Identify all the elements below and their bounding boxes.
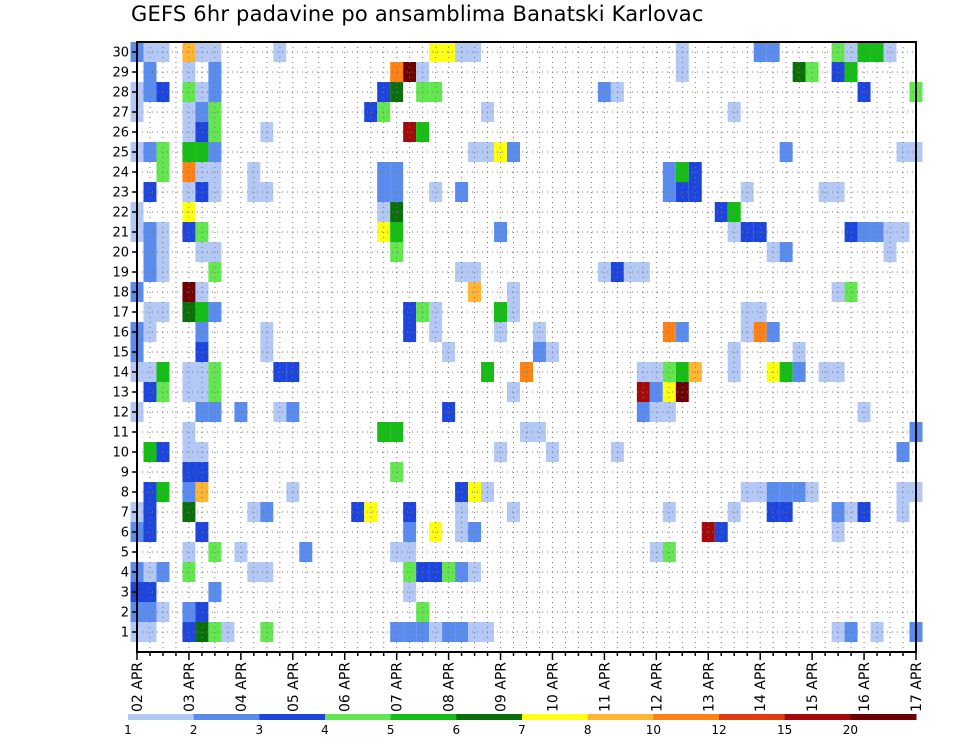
y-tick-label: 27 bbox=[112, 106, 129, 121]
colorbar-swatch bbox=[325, 714, 392, 720]
y-tick-label: 9 bbox=[121, 466, 129, 481]
x-tick-label: 12 APR bbox=[649, 662, 665, 712]
x-tick-label: 13 APR bbox=[701, 662, 717, 712]
colorbar-label: 5 bbox=[387, 723, 395, 737]
colorbar-swatch bbox=[719, 714, 786, 720]
y-tick-label: 18 bbox=[112, 286, 129, 301]
colorbar-swatch bbox=[193, 714, 260, 720]
grid-layer bbox=[137, 42, 916, 652]
y-axis: 1234567891011121314151617181920212223242… bbox=[112, 46, 137, 641]
colorbar-swatch bbox=[128, 714, 195, 720]
x-tick-label: 10 APR bbox=[546, 662, 562, 712]
y-tick-label: 5 bbox=[121, 546, 129, 561]
colorbar-label: 12 bbox=[711, 723, 726, 737]
y-tick-label: 2 bbox=[121, 606, 129, 621]
colorbar-label: 20 bbox=[843, 723, 858, 737]
x-tick-label: 05 APR bbox=[286, 662, 302, 712]
y-tick-label: 3 bbox=[121, 586, 129, 601]
x-tick-label: 17 APR bbox=[909, 662, 925, 712]
y-tick-label: 22 bbox=[112, 206, 129, 221]
x-tick-label: 11 APR bbox=[597, 662, 613, 712]
x-tick-label: 03 APR bbox=[182, 662, 198, 712]
colorbar-swatch bbox=[784, 714, 851, 720]
x-tick-label: 04 APR bbox=[234, 662, 250, 712]
colorbar-label: 1 bbox=[124, 723, 132, 737]
x-tick-label: 07 APR bbox=[390, 662, 406, 712]
x-tick-label: 09 APR bbox=[494, 662, 510, 712]
y-tick-label: 28 bbox=[112, 86, 129, 101]
colorbar-swatch bbox=[390, 714, 457, 720]
colorbar-swatch bbox=[456, 714, 523, 720]
y-tick-label: 24 bbox=[112, 166, 129, 181]
colorbar-label: 10 bbox=[646, 723, 661, 737]
y-tick-label: 8 bbox=[121, 486, 129, 501]
y-tick-label: 1 bbox=[121, 626, 129, 641]
colorbar-legend: 1 2 3 4 5 6 7 8 10 12 15 20 bbox=[124, 714, 917, 737]
colorbar-swatch bbox=[522, 714, 589, 720]
x-tick-label: 08 APR bbox=[442, 662, 458, 712]
x-tick-label: 14 APR bbox=[753, 662, 769, 712]
y-tick-label: 19 bbox=[112, 266, 129, 281]
colorbar-swatch bbox=[259, 714, 326, 720]
y-tick-label: 10 bbox=[112, 446, 129, 461]
colorbar-label: 7 bbox=[518, 723, 526, 737]
colorbar-label: 4 bbox=[321, 723, 329, 737]
y-tick-label: 4 bbox=[121, 566, 129, 581]
y-tick-label: 11 bbox=[112, 426, 129, 441]
chart-title: GEFS 6hr padavine po ansamblima Banatski… bbox=[131, 2, 704, 26]
y-tick-label: 21 bbox=[112, 226, 129, 241]
y-tick-label: 14 bbox=[112, 366, 129, 381]
y-tick-label: 23 bbox=[112, 186, 129, 201]
y-tick-label: 17 bbox=[112, 306, 129, 321]
y-tick-label: 29 bbox=[112, 66, 129, 81]
y-tick-label: 25 bbox=[112, 146, 129, 161]
y-tick-label: 13 bbox=[112, 386, 129, 401]
y-tick-label: 16 bbox=[112, 326, 129, 341]
colorbar-label: 15 bbox=[777, 723, 792, 737]
y-tick-label: 20 bbox=[112, 246, 129, 261]
y-tick-label: 26 bbox=[112, 126, 129, 141]
y-tick-label: 30 bbox=[112, 46, 129, 61]
y-tick-label: 12 bbox=[112, 406, 129, 421]
x-tick-label: 15 APR bbox=[805, 662, 821, 712]
colorbar-label: 6 bbox=[453, 723, 461, 737]
colorbar-swatch bbox=[587, 714, 654, 720]
y-tick-label: 7 bbox=[121, 506, 129, 521]
x-axis: 02 APR 03 APR 04 APR 05 APR 06 APR 07 APR 08 A… bbox=[130, 652, 925, 712]
y-tick-label: 6 bbox=[121, 526, 129, 541]
x-tick-label: 16 APR bbox=[857, 662, 873, 712]
x-tick-label: 02 APR bbox=[130, 662, 146, 712]
colorbar-label: 2 bbox=[190, 723, 198, 737]
x-tick-label: 06 APR bbox=[338, 662, 354, 712]
y-tick-label: 15 bbox=[112, 346, 129, 361]
colorbar-swatch bbox=[850, 714, 917, 720]
colorbar-label: 3 bbox=[256, 723, 264, 737]
colorbar-swatch bbox=[653, 714, 720, 720]
colorbar-label: 8 bbox=[584, 723, 592, 737]
